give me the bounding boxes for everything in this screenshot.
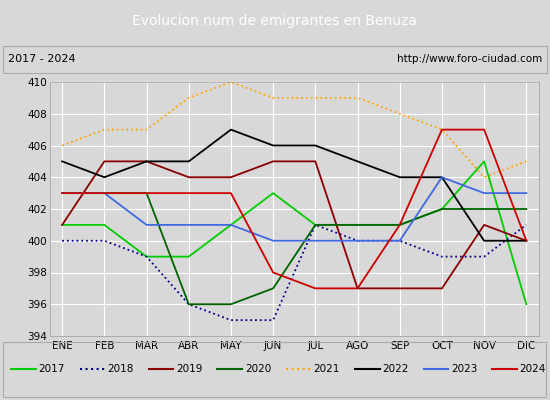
Text: 2021: 2021	[314, 364, 340, 374]
Text: 2018: 2018	[107, 364, 134, 374]
Text: http://www.foro-ciudad.com: http://www.foro-ciudad.com	[397, 54, 542, 64]
Text: 2024: 2024	[520, 364, 546, 374]
Text: 2017 - 2024: 2017 - 2024	[8, 54, 76, 64]
Text: 2017: 2017	[39, 364, 65, 374]
Text: Evolucion num de emigrantes en Benuza: Evolucion num de emigrantes en Benuza	[133, 14, 417, 28]
Text: 2019: 2019	[176, 364, 202, 374]
Text: 2023: 2023	[451, 364, 477, 374]
Bar	[3, 46, 547, 72]
Text: 2020: 2020	[245, 364, 271, 374]
Text: 2022: 2022	[382, 364, 409, 374]
